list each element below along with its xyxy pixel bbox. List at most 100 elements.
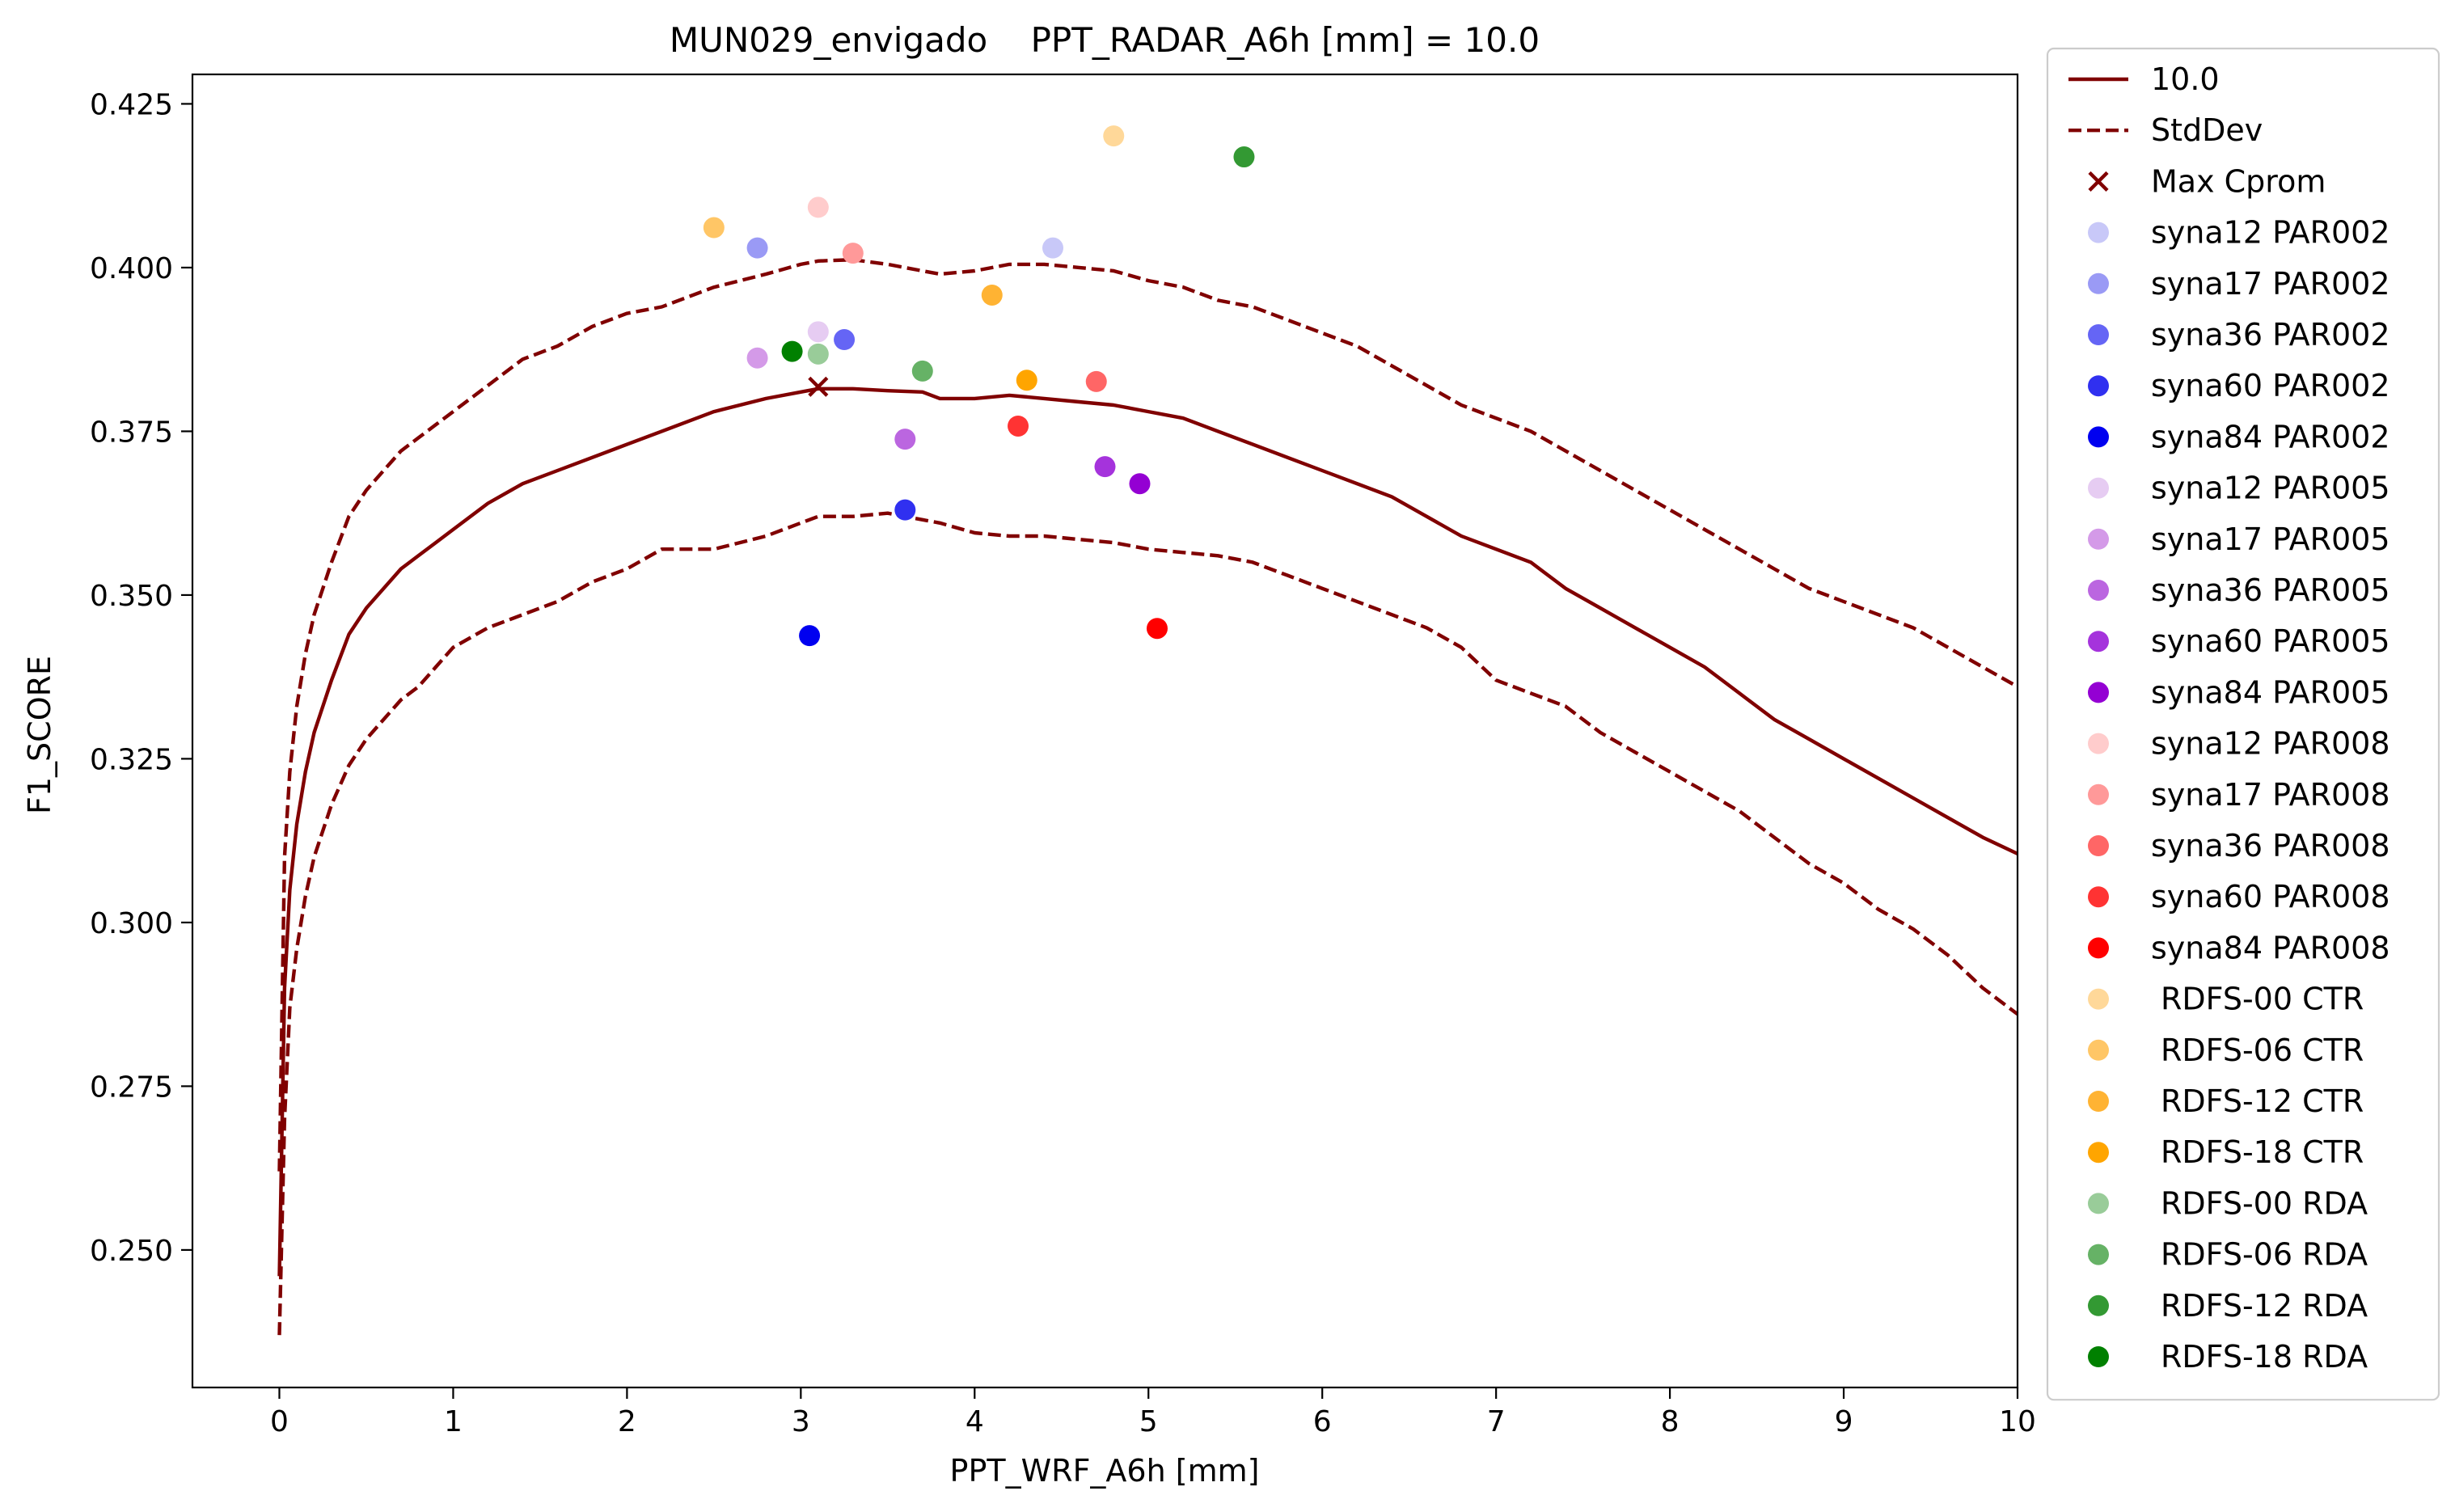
y-tick-label: 0.300	[90, 907, 173, 940]
legend-swatch	[2088, 733, 2109, 754]
legend-swatch	[2088, 1039, 2109, 1061]
legend-label: syna36 PAR002	[2151, 317, 2390, 353]
legend-label: syna17 PAR002	[2151, 266, 2390, 302]
x-axis: 0 1 2 3 4 5 6 7 8 9 10	[270, 1387, 2036, 1438]
y-tick-label: 0.275	[90, 1071, 173, 1104]
legend-label: Max Cprom	[2151, 163, 2326, 199]
y-tick-label: 0.350	[90, 580, 173, 613]
legend-label: RDFS-06 CTR	[2161, 1033, 2364, 1068]
x-tick-label: 0	[270, 1405, 289, 1438]
point-syna84-par008	[1146, 618, 1168, 640]
chart-title: MUN029_envigado PPT_RADAR_A6h [mm] = 10.…	[670, 20, 1540, 60]
legend-swatch	[2088, 937, 2109, 959]
x-tick-label: 4	[966, 1405, 984, 1438]
point-syna60-par002	[894, 499, 916, 521]
points-layer	[703, 125, 1255, 647]
legend-label: syna60 PAR008	[2151, 879, 2390, 914]
x-tick-label: 10	[1999, 1405, 2036, 1438]
legend-max-swatch	[2088, 171, 2109, 192]
legend-label: syna12 PAR005	[2151, 471, 2390, 506]
legend-label: RDFS-00 RDA	[2161, 1185, 2368, 1221]
y-tick-label: 0.400	[90, 252, 173, 285]
plot-frame	[191, 73, 2019, 1389]
legend-label: 10.0	[2151, 61, 2220, 97]
point-syna36-par002	[834, 329, 856, 351]
mean-curve	[277, 386, 2018, 1277]
legend-swatch	[2088, 426, 2109, 448]
stddev-lower-curve	[277, 511, 2019, 1336]
legend-label: RDFS-18 RDA	[2161, 1339, 2368, 1375]
x-axis-label: PPT_WRF_A6h [mm]	[950, 1453, 1260, 1489]
legend-label: syna84 PAR005	[2151, 674, 2390, 710]
x-tick-label: 8	[1661, 1405, 1680, 1438]
legend-label: syna84 PAR002	[2151, 419, 2390, 454]
x-tick-label: 5	[1139, 1405, 1158, 1438]
x-tick-label: 6	[1313, 1405, 1332, 1438]
legend: 10.0 StdDev Max Cprom syna12 PAR002 syna17 P…	[2046, 47, 2440, 1401]
y-tick-label: 0.425	[90, 88, 173, 121]
legend-swatch	[2088, 580, 2109, 601]
point-syna60-par008	[1008, 415, 1029, 437]
y-axis: 0.250 0.275 0.300 0.325 0.350 0.375 0.400 0.425	[90, 88, 192, 1268]
legend-swatch	[2088, 783, 2109, 805]
legend-label: StdDev	[2151, 112, 2263, 148]
legend-swatch	[2088, 1346, 2109, 1367]
y-tick-label: 0.250	[90, 1235, 173, 1268]
point-rdfs-06-ctr	[703, 217, 725, 239]
legend-label: syna12 PAR008	[2151, 726, 2390, 762]
legend-swatch	[2088, 1091, 2109, 1112]
legend-label: syna17 PAR005	[2151, 522, 2390, 557]
legend-label: RDFS-06 RDA	[2161, 1237, 2368, 1273]
legend-label: syna12 PAR002	[2151, 215, 2390, 251]
legend-swatch	[2088, 988, 2109, 1010]
y-tick-label: 0.375	[90, 416, 173, 449]
point-syna12-par005	[807, 321, 829, 343]
y-axis-label: F1_SCORE	[22, 656, 57, 814]
legend-label: RDFS-12 CTR	[2161, 1083, 2364, 1119]
stddev-upper-curve	[277, 258, 2019, 1172]
max-cprom-marker	[808, 376, 829, 397]
point-rdfs-12-ctr	[981, 284, 1003, 306]
legend-label: syna60 PAR005	[2151, 623, 2390, 659]
point-syna36-par005	[894, 429, 916, 450]
legend-swatch	[2088, 631, 2109, 653]
legend-label: syna17 PAR008	[2151, 777, 2390, 813]
legend-swatch	[2088, 528, 2109, 550]
legend-label: RDFS-12 RDA	[2161, 1288, 2368, 1324]
legend-swatch	[2088, 324, 2109, 345]
legend-swatch	[2088, 1142, 2109, 1164]
point-rdfs-18-rda	[781, 340, 803, 362]
x-tick-label: 1	[444, 1405, 463, 1438]
point-syna17-par002	[746, 237, 768, 259]
point-rdfs-00-rda	[807, 343, 829, 365]
point-syna17-par008	[842, 243, 864, 264]
x-tick-label: 2	[618, 1405, 636, 1438]
legend-swatch	[2088, 682, 2109, 703]
curves-layer	[277, 258, 2019, 1336]
legend-label: syna84 PAR008	[2151, 930, 2390, 965]
x-tick-label: 9	[1835, 1405, 1853, 1438]
point-syna84-par005	[1129, 473, 1151, 495]
legend-swatch	[2088, 375, 2109, 397]
legend-swatch	[2088, 1193, 2109, 1214]
x-tick-label: 7	[1487, 1405, 1506, 1438]
x-tick-label: 3	[792, 1405, 810, 1438]
point-rdfs-18-ctr	[1016, 370, 1037, 391]
point-syna12-par002	[1042, 237, 1064, 259]
y-tick-label: 0.325	[90, 743, 173, 776]
legend-box	[2046, 47, 2440, 1401]
legend-label: RDFS-18 CTR	[2161, 1134, 2364, 1170]
legend-label: RDFS-00 CTR	[2161, 982, 2364, 1017]
legend-swatch	[2088, 477, 2109, 499]
point-syna17-par005	[746, 347, 768, 369]
legend-swatch	[2088, 1294, 2109, 1316]
point-syna84-par002	[799, 625, 821, 647]
point-rdfs-06-rda	[911, 360, 933, 382]
legend-label: syna60 PAR002	[2151, 368, 2390, 403]
legend-swatch	[2088, 1244, 2109, 1265]
point-rdfs-00-ctr	[1103, 125, 1125, 147]
point-rdfs-12-rda	[1233, 146, 1255, 168]
legend-label: syna36 PAR008	[2151, 828, 2390, 864]
legend-swatch	[2088, 272, 2109, 294]
